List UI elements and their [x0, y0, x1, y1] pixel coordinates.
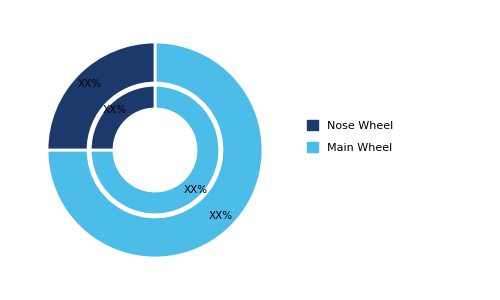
Wedge shape — [47, 42, 155, 150]
Text: XX%: XX% — [78, 79, 102, 89]
Text: XX%: XX% — [208, 211, 233, 221]
Wedge shape — [90, 85, 155, 150]
Wedge shape — [90, 85, 220, 215]
Text: XX%: XX% — [184, 185, 208, 196]
Wedge shape — [47, 42, 263, 258]
Legend: Nose Wheel, Main Wheel: Nose Wheel, Main Wheel — [301, 115, 398, 158]
Text: XX%: XX% — [102, 104, 126, 115]
